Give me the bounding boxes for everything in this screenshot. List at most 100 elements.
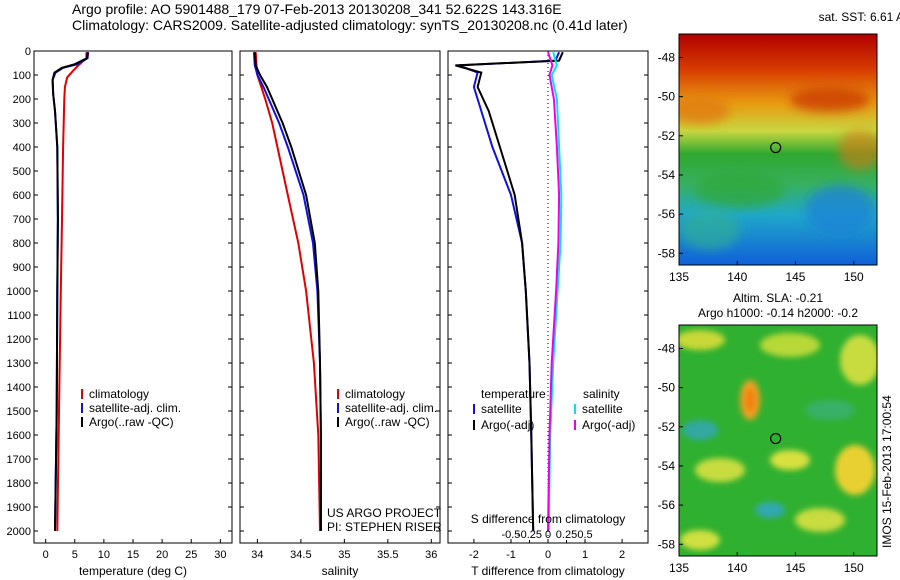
map-y-tick-label: -52 (658, 420, 676, 434)
sst-map: 135 140 145 150 -48 -50 -52 -54 -56 -58 (658, 33, 878, 284)
profile-panels: 0100200300400500600700800900100011001200… (7, 46, 649, 578)
x-tick-label: -2 (469, 549, 479, 561)
map-x-tick-label: 150 (844, 561, 864, 575)
series-argo (51, 52, 89, 532)
x-tick-label: 10 (98, 549, 110, 561)
x-tick-label: 15 (127, 549, 139, 561)
x-tick-label: 1 (582, 549, 588, 561)
legend-header-salinity: salinity (583, 387, 620, 401)
sla-title: Altim. SLA: -0.21 (733, 291, 823, 305)
sst-texture (679, 88, 877, 250)
depth-tick-label: 200 (13, 94, 31, 106)
panel-temperature: 0100200300400500600700800900100011001200… (7, 46, 233, 578)
map-x-tick-label: 145 (785, 270, 805, 284)
legend-label: climatology (89, 387, 149, 401)
map-y-tick-label: -58 (658, 246, 676, 260)
map-y-tick-label: -56 (658, 498, 676, 512)
depth-tick-label: 100 (13, 70, 31, 82)
legend-label: Argo(-adj) (481, 418, 534, 432)
legend-label: satellite-adj. clim. (345, 401, 437, 415)
map-y-tick-label: -54 (658, 168, 676, 182)
depth-tick-label: 1200 (7, 334, 31, 346)
map-x-tick-label: 140 (727, 270, 747, 284)
x-tick-label: 34.5 (290, 549, 311, 561)
panel-difference: -2 -1 0 1 2 T difference from climatology temp… (447, 50, 649, 578)
x-axis-label: T difference from climatology (471, 564, 625, 578)
map-x-tick-label: 150 (844, 270, 864, 284)
map-y-tick-label: -52 (658, 129, 676, 143)
argo-position-marker (770, 141, 782, 154)
series-sal_argo (547, 51, 561, 532)
depth-tick-label: 1900 (7, 502, 31, 514)
map-y-tick-label: -58 (658, 537, 676, 551)
map-y-tick-label: -50 (658, 90, 676, 104)
series-argo (455, 51, 564, 532)
depth-tick-label: 800 (13, 238, 31, 250)
plot-frame (239, 50, 441, 544)
argo-position-marker (770, 432, 782, 445)
x-axis-label: salinity (322, 564, 359, 578)
depth-tick-label: 1000 (7, 286, 31, 298)
x-tick-label: 25 (185, 549, 197, 561)
map-y-tick-label: -56 (658, 207, 676, 221)
depth-tick-label: 1700 (7, 454, 31, 466)
s-axis-label: S difference from climatology (471, 512, 626, 526)
map-y-tick-label: -48 (658, 341, 676, 355)
panel-salinity: 34 34.5 35 35.5 36 salinity climatologysatelli… (239, 50, 442, 578)
map-x-tick-label: 140 (727, 561, 747, 575)
x-tick-label: 0 (43, 549, 49, 561)
s-tick-label: -0.25 (517, 529, 542, 541)
credit-line-2: PI: STEPHEN RISER (327, 520, 442, 534)
depth-tick-label: 600 (13, 190, 31, 202)
series-climatology (56, 52, 88, 532)
depth-tick-label: 1100 (7, 310, 31, 322)
x-tick-label: 30 (214, 549, 226, 561)
series-group (51, 52, 90, 532)
series-group (252, 52, 322, 532)
map-y-tick-label: -54 (658, 459, 676, 473)
x-tick-label: 20 (156, 549, 168, 561)
depth-tick-label: 1300 (7, 358, 31, 370)
legend-label: Argo(..raw -QC) (89, 415, 174, 429)
x-tick-label: 0 (545, 549, 551, 561)
x-tick-label: 34 (251, 549, 263, 561)
sla-texture (679, 330, 877, 550)
depth-tick-label: 1800 (7, 478, 31, 490)
depth-tick-label: 400 (13, 142, 31, 154)
sst-title: sat. SST: 6.61 Argo: 6.87 (819, 10, 900, 24)
legend-label: Argo(..raw -QC) (345, 415, 430, 429)
s-tick-label: -0.5 (501, 529, 520, 541)
credit-line-1: US ARGO PROJECT (327, 506, 442, 520)
x-tick-label: -1 (506, 549, 516, 561)
legend-label: Argo(-adj) (582, 418, 635, 432)
s-tick-label: 0.25 (556, 529, 577, 541)
legend-label: satellite-adj. clim. (89, 401, 181, 415)
depth-tick-label: 1600 (7, 430, 31, 442)
map-x-tick-label: 135 (669, 270, 689, 284)
legend-label: satellite (481, 402, 522, 416)
map-y-tick-label: -50 (658, 381, 676, 395)
s-tick-label: 0 (545, 529, 551, 541)
sla-map: 135 140 145 150 -48 -50 -52 -54 -56 -58 (658, 324, 878, 575)
s-tick-label: 0.5 (577, 529, 592, 541)
depth-tick-label: 0 (25, 46, 31, 58)
depth-tick-label: 900 (13, 262, 31, 274)
legend-header-temperature: temperature (481, 387, 546, 401)
x-tick-label: 35 (338, 549, 350, 561)
x-tick-label: 5 (72, 549, 78, 561)
header-line-1: Argo profile: AO 5901488_179 07-Feb-2013… (72, 1, 562, 17)
depth-tick-label: 1500 (7, 406, 31, 418)
map-y-tick-label: -48 (658, 50, 676, 64)
sla-subtitle: Argo h1000: -0.14 h2000: -0.2 (698, 306, 858, 320)
depth-tick-label: 700 (13, 214, 31, 226)
map-x-tick-label: 145 (785, 561, 805, 575)
depth-tick-label: 1400 (7, 382, 31, 394)
x-tick-label: 35.5 (377, 549, 398, 561)
x-axis-label: temperature (deg C) (79, 564, 187, 578)
depth-tick-label: 2000 (7, 526, 31, 538)
plot-frame (33, 50, 233, 544)
x-tick-label: 2 (619, 549, 625, 561)
imos-stamp: IMOS 15-Feb-2013 17:00:54 (880, 395, 894, 548)
header-line-2: Climatology: CARS2009. Satellite-adjuste… (72, 17, 628, 33)
